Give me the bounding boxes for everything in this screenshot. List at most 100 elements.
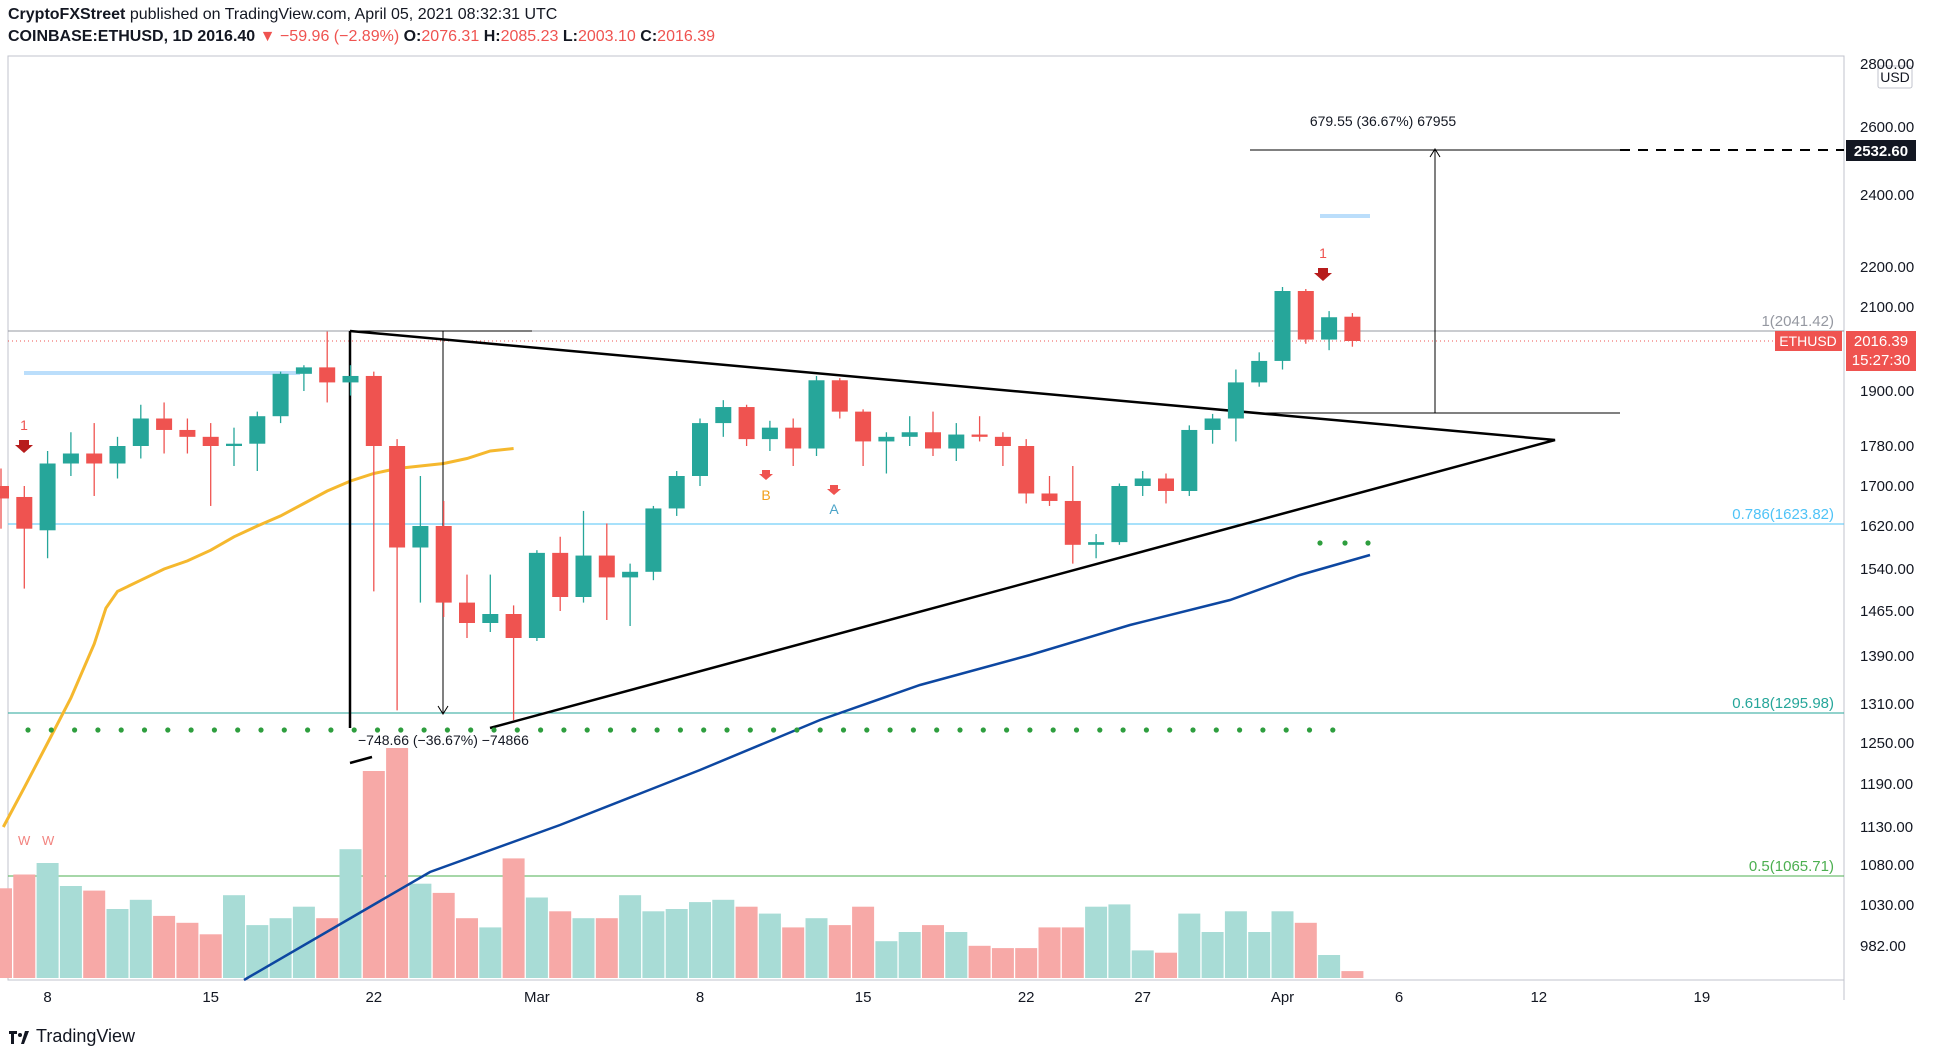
support-dot: [701, 727, 707, 733]
open-label: O:: [403, 28, 422, 45]
y-tick-label: 1780.00: [1860, 438, 1914, 455]
volume-bar: [689, 902, 711, 978]
support-dot: [421, 727, 427, 733]
arrow-up-icon: [1429, 148, 1441, 158]
support-dot: [1073, 727, 1080, 733]
support-dot: [141, 727, 148, 733]
support-dot: [771, 727, 777, 733]
high-value: 2085.23: [500, 28, 559, 45]
countdown-label: 15:27:30: [1852, 352, 1910, 369]
volume-bar: [83, 890, 106, 978]
candle-body: [1041, 493, 1058, 501]
support-dot: [514, 727, 520, 733]
candle-body: [1344, 316, 1361, 341]
y-tick-label: 1620.00: [1860, 518, 1914, 535]
volume-bar: [1108, 904, 1131, 978]
support-dot: [747, 727, 753, 733]
support-dot: [281, 727, 287, 733]
target-price-label: 2532.60: [1854, 143, 1908, 160]
down-marker-icon: [759, 470, 773, 480]
low-label: L:: [562, 28, 578, 45]
ma50-line: [1, 447, 514, 828]
publisher-name[interactable]: CryptoFXStreet: [8, 6, 126, 23]
ohlc-line: COINBASE:ETHUSD, 1D 2016.40 ▼ −59.96 (−2…: [8, 28, 715, 46]
support-dot: [72, 727, 78, 733]
support-dot: [211, 727, 217, 733]
signal-count-label: 1: [1319, 245, 1327, 261]
candle-body: [552, 552, 569, 597]
support-dot: [724, 727, 730, 733]
volume-bar: [642, 911, 665, 978]
fib-label: 1(2041.42): [1761, 313, 1834, 330]
support-dot: [374, 727, 381, 733]
support-dot: [794, 727, 800, 733]
moving-averages: [1, 447, 1371, 982]
volume-bar: [735, 906, 758, 978]
close-label: C:: [640, 28, 658, 45]
x-tick-label: Mar: [524, 989, 550, 1006]
x-tick-label: 19: [1694, 989, 1711, 1006]
volume-bar: [153, 915, 176, 978]
drawings[interactable]: −748.66 (−36.67%) −74866 679.55 (36.67%) …: [348, 113, 1844, 765]
y-tick-label: 1465.00: [1860, 603, 1914, 620]
candle-body: [0, 486, 9, 499]
volume-bar: [549, 911, 572, 978]
down-arrow-icon: ▼: [259, 28, 276, 45]
volume-bar: [1061, 927, 1084, 978]
volume-bars: [0, 748, 1364, 978]
support-dot: [957, 727, 963, 733]
price-change: −59.96 (−2.89%): [279, 28, 400, 45]
candle-body: [738, 407, 755, 440]
volume-bar: [1341, 971, 1364, 978]
volume-bar: [782, 927, 805, 978]
candle-body: [39, 463, 56, 531]
y-tick-label: 1310.00: [1860, 696, 1914, 713]
support-dot: [25, 727, 31, 733]
plot-frame: [7, 55, 1845, 981]
price-labels: 2532.60 ETHUSD 2016.39 15:27:30: [1775, 140, 1916, 371]
support-dot: [980, 727, 986, 733]
support-dot: [1260, 727, 1266, 733]
support-dot: [631, 727, 637, 733]
w-marker-label: W: [18, 833, 31, 848]
candle-body: [761, 427, 778, 440]
wave-label-b: B: [761, 487, 770, 503]
tradingview-brand[interactable]: TradingView: [36, 1026, 136, 1046]
support-dot: [1004, 727, 1010, 733]
support-dot: [1342, 540, 1348, 546]
candles[interactable]: [0, 287, 1361, 721]
support-dot: [654, 727, 660, 733]
currency-box: [1877, 65, 1913, 89]
candle-body: [1111, 486, 1128, 543]
support-dot: [677, 727, 684, 733]
target-price-box: [1846, 140, 1916, 161]
support-dot: [864, 727, 870, 733]
candle-body: [1321, 317, 1338, 340]
volume-bar: [991, 948, 1014, 978]
symbol-label[interactable]: COINBASE:ETHUSD, 1D: [8, 28, 193, 45]
x-tick-label: Apr: [1271, 989, 1294, 1006]
volume-bar: [1155, 952, 1177, 978]
x-tick-label: 12: [1530, 989, 1547, 1006]
candle-body: [831, 380, 848, 412]
candle-body: [226, 443, 242, 446]
fib-label: 0.5(1065.71): [1749, 858, 1834, 875]
y-tick-label: 2200.00: [1860, 259, 1914, 276]
candle-body: [1018, 446, 1035, 494]
volume-bar: [852, 906, 875, 978]
volume-bar: [292, 906, 315, 978]
volume-bar: [0, 888, 12, 978]
volume-bar: [129, 899, 152, 978]
y-tick-label: 1080.00: [1860, 857, 1914, 874]
candle-body: [179, 429, 196, 437]
support-dot: [1237, 727, 1243, 733]
support-dot: [95, 727, 101, 733]
candle-body: [459, 602, 475, 623]
candle-body: [202, 436, 219, 446]
arrow-down-icon: [437, 705, 449, 715]
symbol-tag: [1775, 331, 1842, 351]
support-dot: [328, 727, 334, 733]
candle-body: [994, 436, 1011, 446]
candle-body: [156, 418, 173, 430]
